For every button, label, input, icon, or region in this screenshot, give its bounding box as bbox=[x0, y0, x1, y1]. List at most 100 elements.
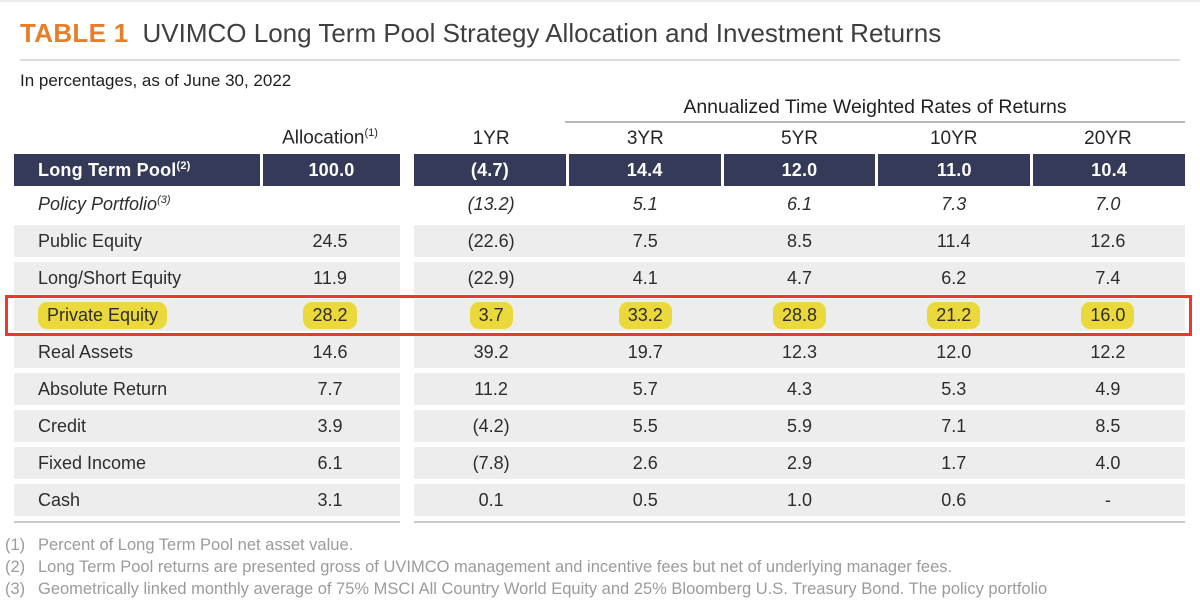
spanner-row: Annualized Time Weighted Rates of Return… bbox=[14, 96, 1185, 123]
cell-3yr: 5.5 bbox=[568, 410, 723, 442]
table-bottom-border bbox=[14, 521, 1185, 523]
column-gap bbox=[400, 225, 414, 257]
cell-5yr: 5.9 bbox=[722, 410, 877, 442]
cell-10yr: 7.3 bbox=[876, 186, 1031, 223]
title-divider bbox=[20, 59, 1180, 61]
cell-10yr: 11.4 bbox=[876, 225, 1031, 257]
cell-allocation: 3.1 bbox=[260, 484, 400, 516]
column-header-5yr: 5YR bbox=[781, 127, 818, 149]
cell-10yr: 12.0 bbox=[876, 336, 1031, 368]
cell-1yr: 39.2 bbox=[414, 336, 569, 368]
table-row-fixed-income: Fixed Income 6.1 (7.8) 2.6 2.9 1.7 4.0 bbox=[14, 447, 1186, 479]
cell-allocation: 28.2 bbox=[260, 299, 400, 331]
cell-20yr: 7.4 bbox=[1030, 262, 1186, 294]
cell-1yr: (4.7) bbox=[414, 154, 566, 186]
cell-20yr: 12.2 bbox=[1030, 336, 1186, 368]
cell-5yr: 2.9 bbox=[722, 447, 877, 479]
column-gap bbox=[400, 410, 414, 442]
cell-allocation: 6.1 bbox=[260, 447, 400, 479]
cell-allocation: 100.0 bbox=[260, 154, 400, 186]
cell-5yr: 12.3 bbox=[722, 336, 877, 368]
cell-3yr: 4.1 bbox=[568, 262, 723, 294]
footnote-3: (3) Geometrically linked monthly average… bbox=[5, 580, 1048, 598]
table-body: Long Term Pool(2) 100.0 (4.7) 14.4 12.0 11.0 1… bbox=[5, 154, 1192, 516]
cell-3yr: 19.7 bbox=[568, 336, 723, 368]
cell-allocation: 7.7 bbox=[260, 373, 400, 405]
footnote-2: (2) Long Term Pool returns are presented… bbox=[5, 558, 953, 576]
cell-1yr: (7.8) bbox=[414, 447, 569, 479]
row-label: Long Term Pool(2) bbox=[14, 154, 260, 186]
cell-allocation: 3.9 bbox=[260, 410, 400, 442]
row-footnote-ref: (2) bbox=[176, 159, 191, 172]
column-gap bbox=[400, 373, 414, 405]
cell-5yr: 4.3 bbox=[722, 373, 877, 405]
cell-allocation: 11.9 bbox=[260, 262, 400, 294]
cell-1yr: (4.2) bbox=[414, 410, 569, 442]
cell-5yr: 12.0 bbox=[720, 154, 876, 186]
table-row-long-term-pool: Long Term Pool(2) 100.0 (4.7) 14.4 12.0 11.0 1… bbox=[14, 154, 1185, 186]
column-header-20yr: 20YR bbox=[1084, 127, 1132, 149]
row-label: Real Assets bbox=[14, 336, 260, 368]
allocation-footnote-ref: (1) bbox=[364, 127, 378, 140]
cell-10yr: 0.6 bbox=[876, 484, 1031, 516]
cell-10yr: 1.7 bbox=[876, 447, 1031, 479]
data-table: Annualized Time Weighted Rates of Return… bbox=[5, 96, 1192, 523]
cell-20yr: 7.0 bbox=[1030, 186, 1186, 223]
column-header-1yr: 1YR bbox=[472, 127, 510, 149]
cell-5yr: 6.1 bbox=[722, 186, 877, 223]
cell-1yr: (13.2) bbox=[414, 186, 569, 223]
cell-5yr: 4.7 bbox=[722, 262, 877, 294]
cell-1yr: 0.1 bbox=[414, 484, 569, 516]
figure-title-row: TABLE 1 UVIMCO Long Term Pool Strategy A… bbox=[20, 18, 1180, 50]
column-gap bbox=[400, 484, 414, 516]
table-row-private-equity: Private Equity 28.2 3.7 33.2 28.8 21.2 16.0 bbox=[5, 295, 1192, 336]
cell-3yr: 2.6 bbox=[568, 447, 723, 479]
spanner-heading: Annualized Time Weighted Rates of Return… bbox=[565, 96, 1185, 123]
cell-3yr: 5.1 bbox=[568, 186, 723, 223]
row-footnote-ref: (3) bbox=[157, 194, 171, 206]
column-header-3yr: 3YR bbox=[626, 127, 664, 149]
cell-allocation: 24.5 bbox=[260, 225, 400, 257]
footnotes: (1) Percent of Long Term Pool net asset … bbox=[5, 534, 1180, 600]
table-row-real-assets: Real Assets 14.6 39.2 19.7 12.3 12.0 12.2 bbox=[14, 336, 1186, 368]
cell-10yr: 11.0 bbox=[875, 154, 1031, 186]
column-gap bbox=[400, 154, 414, 186]
column-gap bbox=[400, 186, 414, 223]
table-row-absolute-return: Absolute Return 7.7 11.2 5.7 4.3 5.3 4.9 bbox=[14, 373, 1186, 405]
row-label: Fixed Income bbox=[14, 447, 260, 479]
row-label: Policy Portfolio(3) bbox=[14, 186, 260, 223]
row-label: Public Equity bbox=[14, 225, 260, 257]
table-row-long-short-equity: Long/Short Equity 11.9 (22.9) 4.1 4.7 6.2 7.4 bbox=[14, 262, 1186, 294]
cell-20yr: 12.6 bbox=[1030, 225, 1186, 257]
cell-20yr: 4.0 bbox=[1030, 447, 1186, 479]
cell-10yr: 5.3 bbox=[876, 373, 1031, 405]
cell-20yr: 10.4 bbox=[1030, 154, 1185, 186]
column-gap bbox=[400, 299, 414, 331]
cell-20yr: - bbox=[1030, 484, 1186, 516]
cell-10yr: 21.2 bbox=[876, 299, 1031, 331]
cell-5yr: 28.8 bbox=[722, 299, 877, 331]
table-row-credit: Credit 3.9 (4.2) 5.5 5.9 7.1 8.5 bbox=[14, 410, 1186, 442]
cell-5yr: 8.5 bbox=[722, 225, 877, 257]
column-header-allocation: Allocation(1) bbox=[282, 127, 378, 149]
cell-1yr: (22.9) bbox=[414, 262, 569, 294]
cell-3yr: 14.4 bbox=[565, 154, 721, 186]
cell-20yr: 16.0 bbox=[1030, 299, 1186, 331]
cell-3yr: 33.2 bbox=[568, 299, 723, 331]
subtitle: In percentages, as of June 30, 2022 bbox=[20, 71, 292, 90]
row-label: Long/Short Equity bbox=[14, 262, 260, 294]
footnote-1: (1) Percent of Long Term Pool net asset … bbox=[5, 536, 354, 554]
cell-10yr: 6.2 bbox=[876, 262, 1031, 294]
column-gap bbox=[400, 336, 414, 368]
table-row-public-equity: Public Equity 24.5 (22.6) 7.5 8.5 11.4 12.6 bbox=[14, 225, 1186, 257]
cell-3yr: 7.5 bbox=[568, 225, 723, 257]
column-header-10yr: 10YR bbox=[929, 127, 978, 149]
cell-3yr: 0.5 bbox=[568, 484, 723, 516]
cell-20yr: 4.9 bbox=[1030, 373, 1186, 405]
cell-1yr: 3.7 bbox=[414, 299, 569, 331]
cell-3yr: 5.7 bbox=[568, 373, 723, 405]
page-title: UVIMCO Long Term Pool Strategy Allocatio… bbox=[142, 18, 942, 48]
column-header-row: Allocation(1) 1YR 3YR 5YR 10YR 20YR bbox=[14, 123, 1185, 154]
cell-1yr: 11.2 bbox=[414, 373, 569, 405]
